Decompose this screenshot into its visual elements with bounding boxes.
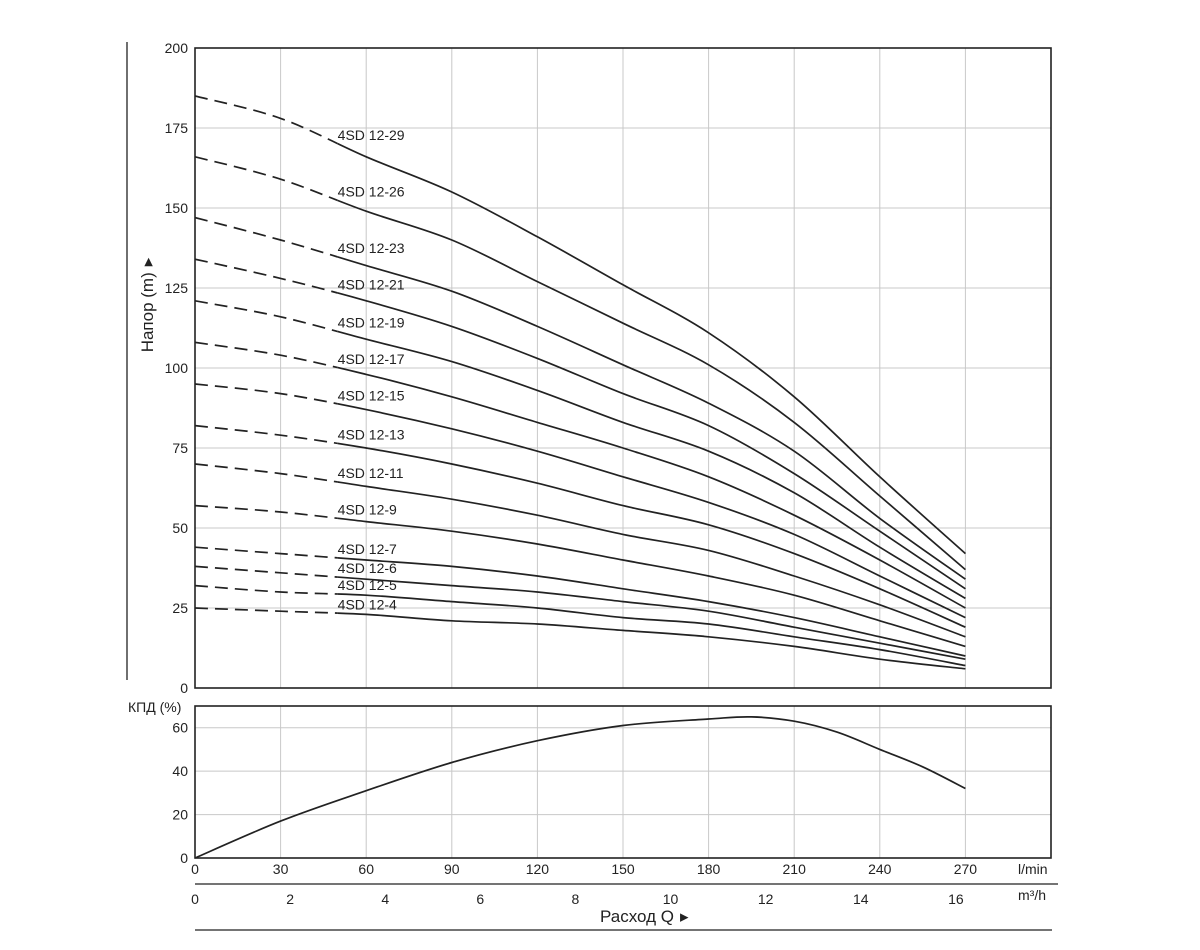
flow-lmin-tick-label: 210 (783, 861, 807, 877)
unit-m3h-label: m³/h (1018, 887, 1046, 903)
efficiency-axis-title: КПД (%) (128, 699, 181, 715)
series-label: 4SD 12-9 (338, 501, 397, 517)
head-y-tick-label: 150 (165, 200, 189, 216)
head-curve (337, 402, 966, 619)
efficiency-curve-group (194, 715, 966, 859)
flow-m3h-tick-label: 0 (191, 891, 199, 907)
head-curve (337, 366, 966, 609)
head-curve (337, 256, 966, 580)
head-curve (337, 442, 966, 628)
head-curve-dashed (195, 299, 338, 333)
head-curve-dashed (195, 565, 338, 578)
flow-lmin-tick-label: 0 (191, 861, 199, 877)
flow-m3h-tick-label: 4 (381, 891, 389, 907)
head-curve (337, 481, 966, 638)
flow-lmin-tick-label: 120 (526, 861, 550, 877)
series-label: 4SD 12-5 (338, 577, 397, 593)
flow-m3h-tick-label: 14 (853, 891, 869, 907)
series-label: 4SD 12-29 (338, 127, 405, 143)
series-label: 4SD 12-26 (338, 184, 405, 200)
head-curve (337, 142, 966, 555)
flow-lmin-tick-label: 30 (273, 861, 289, 877)
flow-m3h-tick-label: 6 (476, 891, 484, 907)
series-labels: 4SD 12-29 4SD 12-26 4SD 12-23 4SD 12-21 4SD … (338, 127, 405, 612)
efficiency-plot-frame (194, 705, 1052, 859)
head-curve (337, 557, 966, 657)
efficiency-curve (194, 715, 966, 859)
head-curve-dashed (195, 424, 338, 445)
head-curve (337, 517, 966, 648)
efficiency-y-tick-label: 20 (172, 807, 188, 823)
flow-m3h-tick-label: 16 (948, 891, 964, 907)
head-axis-title: Напор (m)▸ (138, 257, 157, 352)
series-label: 4SD 12-21 (338, 276, 405, 292)
head-y-tick-label: 50 (172, 520, 188, 536)
head-curve-dashed (195, 504, 338, 520)
series-label: 4SD 12-17 (338, 351, 405, 367)
head-y-tick-label: 75 (172, 440, 188, 456)
unit-lmin-label: l/min (1018, 861, 1048, 877)
head-curve-dashed (195, 607, 338, 614)
head-y-tick-label: 25 (172, 600, 188, 616)
flow-m3h-tick-label: 10 (663, 891, 679, 907)
flow-axis-title: Расход Q ▸ (600, 907, 689, 926)
head-curves (195, 95, 966, 670)
head-grid (195, 48, 1051, 688)
head-curve-dashed (195, 383, 338, 405)
head-y-tick-label: 175 (165, 120, 189, 136)
head-curve-dashed (195, 258, 338, 294)
head-y-tick-label: 100 (165, 360, 189, 376)
series-label: 4SD 12-13 (338, 427, 405, 443)
flow-lmin-tick-label: 90 (444, 861, 460, 877)
head-curve (337, 576, 966, 661)
efficiency-y-tick-label: 0 (180, 850, 188, 866)
head-y-tick-label: 125 (165, 280, 189, 296)
flow-lmin-tick-label: 180 (697, 861, 721, 877)
efficiency-grid (195, 706, 1051, 858)
head-curve-dashed (195, 155, 338, 202)
flow-lmin-tick-label: 60 (358, 861, 374, 877)
flow-m3h-tick-label: 12 (758, 891, 774, 907)
series-label: 4SD 12-6 (338, 560, 397, 576)
series-label: 4SD 12-19 (338, 315, 405, 331)
head-curve-dashed (195, 95, 338, 145)
head-curve (337, 593, 966, 667)
head-y-tick-label: 200 (165, 40, 189, 56)
series-label: 4SD 12-11 (338, 465, 404, 481)
series-label: 4SD 12-4 (338, 596, 397, 612)
head-curve-dashed (195, 341, 338, 369)
head-curve (337, 612, 966, 670)
head-curve-dashed (195, 463, 338, 483)
efficiency-y-tick-label: 40 (172, 763, 188, 779)
head-y-tick-label: 0 (180, 680, 188, 696)
series-label: 4SD 12-15 (338, 387, 405, 403)
series-label: 4SD 12-7 (338, 541, 397, 557)
efficiency-y-tick-label: 60 (172, 720, 188, 736)
head-plot-frame (194, 47, 1052, 689)
head-curve (337, 330, 966, 600)
flow-lmin-tick-label: 150 (611, 861, 635, 877)
flow-lmin-tick-label: 240 (868, 861, 892, 877)
flow-m3h-tick-label: 8 (572, 891, 580, 907)
head-curve-dashed (195, 546, 338, 559)
flow-m3h-tick-label: 2 (286, 891, 294, 907)
head-curve (337, 292, 966, 590)
head-curve (337, 199, 966, 571)
head-curve-dashed (195, 584, 338, 595)
flow-lmin-tick-label: 270 (954, 861, 978, 877)
series-label: 4SD 12-23 (338, 240, 405, 256)
